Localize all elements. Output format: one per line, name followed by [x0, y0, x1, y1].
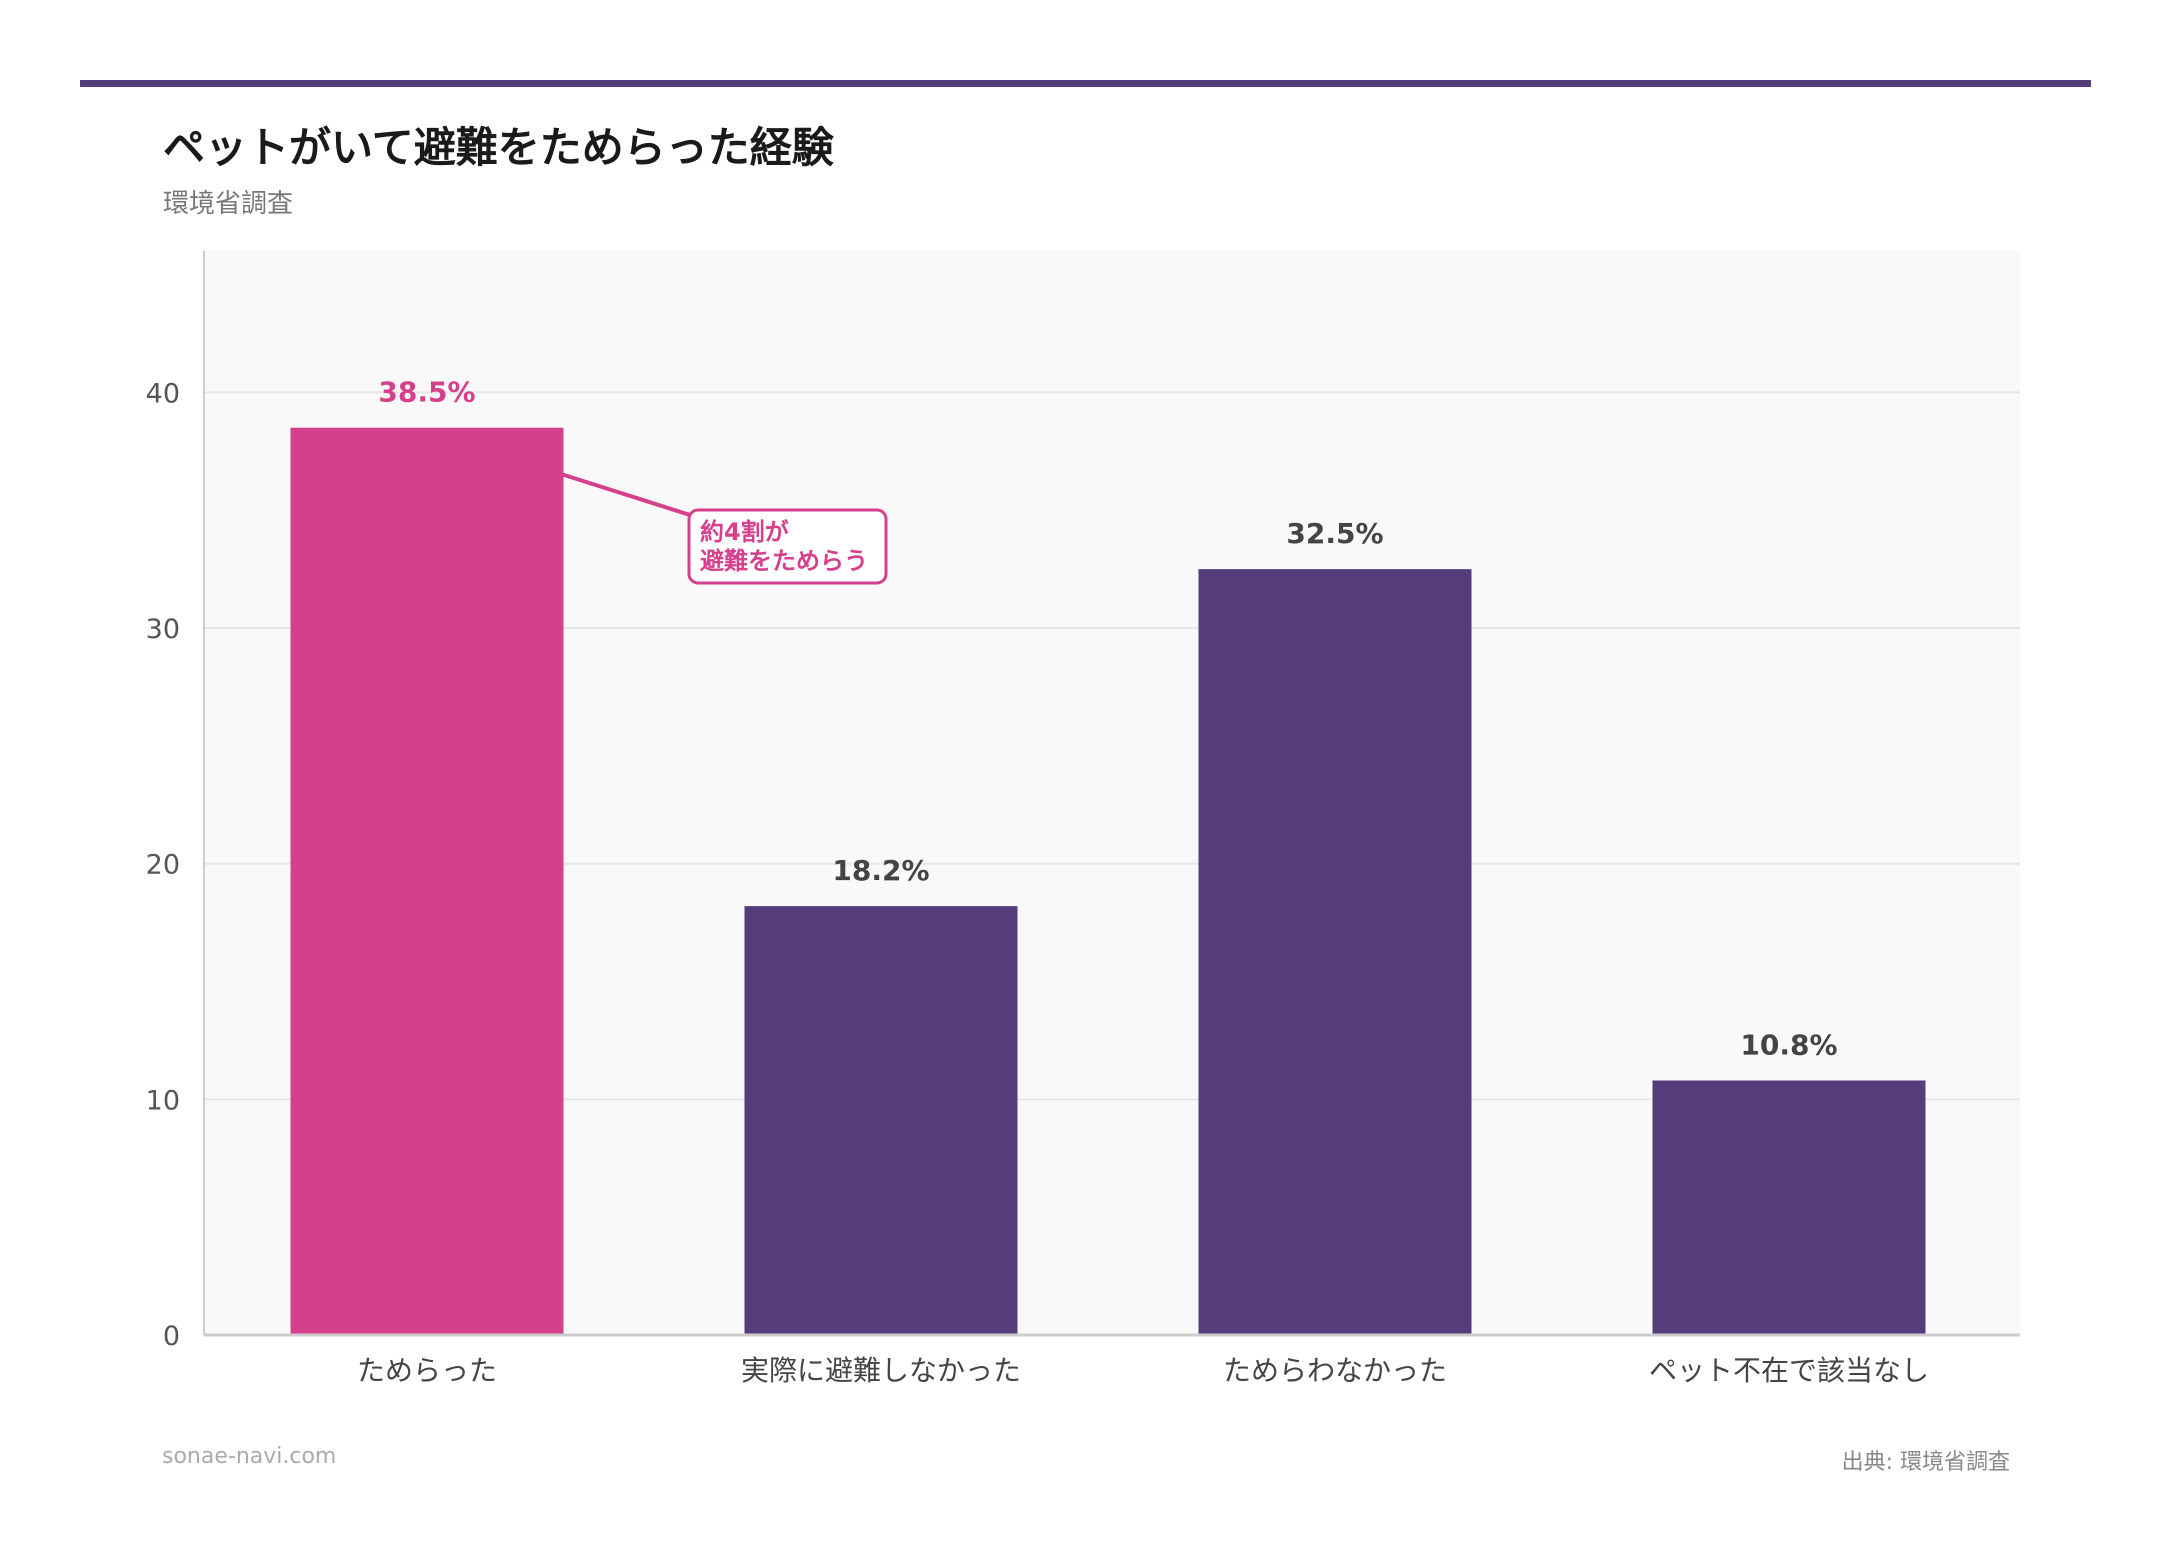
- data-label: 38.5%: [378, 376, 475, 409]
- y-tick-label: 30: [146, 614, 180, 645]
- annotation-box: [687, 508, 888, 585]
- source-credit: 出典: 環境省調査: [1841, 1450, 2010, 1475]
- annotation-arrow-icon: [430, 430, 448, 442]
- x-tick-label: ためらった: [357, 1354, 497, 1387]
- bar: [1198, 569, 1472, 1335]
- data-label: 32.5%: [1286, 517, 1383, 550]
- bar: [744, 906, 1018, 1335]
- data-label: 10.8%: [1740, 1028, 1837, 1061]
- x-tick-label: 実際に避難しなかった: [741, 1354, 1021, 1387]
- y-tick-label: 40: [146, 378, 180, 409]
- data-label: 18.2%: [832, 854, 929, 887]
- annotation-text: 避難をためらう: [700, 547, 868, 575]
- accent-bar: [80, 80, 2091, 87]
- x-tick-label: ためらわなかった: [1223, 1354, 1447, 1387]
- y-tick-label: 0: [163, 1321, 180, 1352]
- annotation-text: 約4割が: [700, 518, 789, 546]
- bar: [1652, 1080, 1926, 1335]
- chart-subtitle: 環境省調査: [163, 189, 294, 219]
- annotation-leader-line: [560, 472, 691, 517]
- y-tick-label: 10: [146, 1085, 180, 1116]
- bar: [290, 427, 564, 1335]
- site-credit: sonae-navi.com: [162, 1444, 337, 1469]
- y-tick-label: 20: [146, 850, 180, 881]
- x-tick-label: ペット不在で該当なし: [1649, 1354, 1929, 1387]
- chart-title: ペットがいて避難をためらった経験: [163, 123, 834, 172]
